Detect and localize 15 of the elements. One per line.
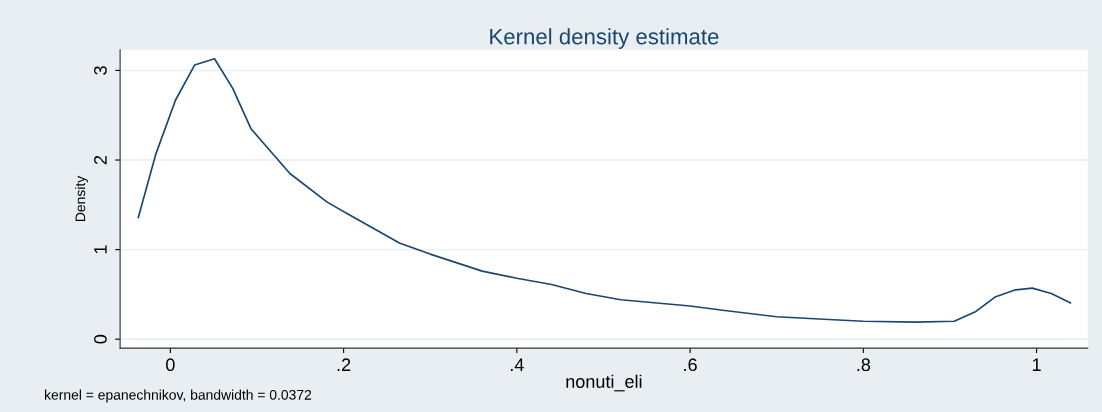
y-tick-label: 3 [94, 66, 107, 75]
line-series [137, 57, 1072, 323]
x-tick-label: .6 [684, 358, 697, 372]
y-tick-label: 0 [94, 334, 107, 344]
x-tick-label: .2 [337, 358, 351, 371]
x-tick-label: 1 [1032, 358, 1041, 371]
y-axis-title: Density [75, 175, 89, 222]
y-tick-label: 2 [94, 155, 107, 165]
chart-title: Kernel density estimate [490, 28, 719, 49]
x-axis-title: nonuti_eli [566, 374, 642, 392]
x-tick-label: .4 [510, 358, 524, 371]
y-tick-label: 1 [94, 245, 107, 254]
text: kernel = epanechnikov, bandwidth = 0.0372 [45, 389, 312, 403]
x-tick-label: .8 [857, 358, 871, 372]
x-tick-label: 0 [166, 358, 175, 372]
